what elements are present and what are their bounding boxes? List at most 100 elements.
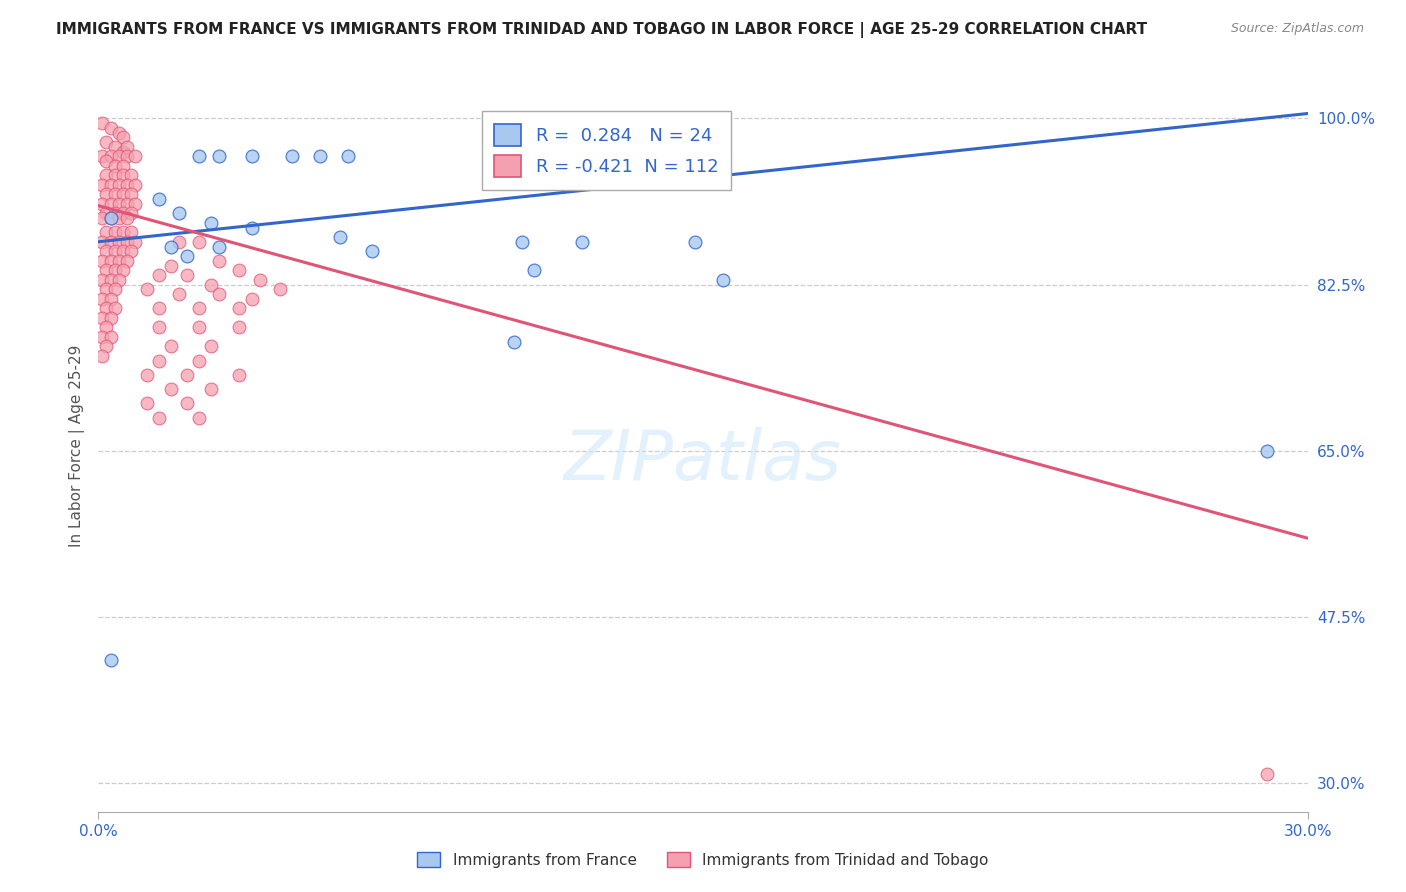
- Point: [103, 206, 125, 220]
- Point: [502, 334, 524, 349]
- Point: [249, 273, 271, 287]
- Point: [91, 349, 114, 363]
- Point: [683, 235, 706, 249]
- Point: [176, 268, 198, 282]
- Legend: R =  0.284   N = 24, R = -0.421  N = 112: R = 0.284 N = 24, R = -0.421 N = 112: [481, 112, 731, 190]
- Point: [100, 196, 122, 211]
- Point: [176, 396, 198, 410]
- Point: [91, 149, 114, 163]
- Point: [269, 282, 291, 296]
- Point: [200, 339, 222, 353]
- Point: [188, 235, 211, 249]
- Point: [115, 196, 138, 211]
- Point: [96, 282, 118, 296]
- Point: [96, 135, 118, 149]
- Text: ZIPatlas: ZIPatlas: [564, 427, 842, 494]
- Point: [103, 187, 125, 202]
- Y-axis label: In Labor Force | Age 25-29: In Labor Force | Age 25-29: [69, 345, 84, 547]
- Point: [571, 235, 593, 249]
- Point: [188, 149, 211, 163]
- Point: [337, 149, 360, 163]
- Point: [120, 187, 142, 202]
- Point: [107, 273, 129, 287]
- Point: [208, 149, 231, 163]
- Point: [167, 206, 190, 220]
- Point: [167, 235, 190, 249]
- Point: [111, 225, 134, 239]
- Point: [208, 253, 231, 268]
- Point: [96, 187, 118, 202]
- Point: [111, 130, 134, 145]
- Point: [523, 263, 546, 277]
- Point: [240, 292, 263, 306]
- Point: [107, 178, 129, 192]
- Point: [120, 168, 142, 182]
- Point: [167, 287, 190, 301]
- Point: [91, 235, 114, 249]
- Point: [91, 292, 114, 306]
- Point: [228, 263, 250, 277]
- Point: [107, 196, 129, 211]
- Point: [361, 244, 384, 259]
- Point: [100, 292, 122, 306]
- Point: [107, 149, 129, 163]
- Text: IMMIGRANTS FROM FRANCE VS IMMIGRANTS FROM TRINIDAD AND TOBAGO IN LABOR FORCE | A: IMMIGRANTS FROM FRANCE VS IMMIGRANTS FRO…: [56, 22, 1147, 38]
- Text: Source: ZipAtlas.com: Source: ZipAtlas.com: [1230, 22, 1364, 36]
- Point: [91, 253, 114, 268]
- Point: [160, 339, 183, 353]
- Point: [135, 368, 157, 382]
- Point: [135, 282, 157, 296]
- Point: [107, 211, 129, 225]
- Point: [1256, 443, 1278, 458]
- Point: [228, 320, 250, 334]
- Point: [103, 244, 125, 259]
- Point: [96, 339, 118, 353]
- Point: [124, 196, 146, 211]
- Point: [148, 320, 170, 334]
- Point: [96, 225, 118, 239]
- Point: [111, 263, 134, 277]
- Point: [148, 268, 170, 282]
- Point: [148, 192, 170, 206]
- Point: [107, 235, 129, 249]
- Point: [208, 239, 231, 253]
- Point: [100, 253, 122, 268]
- Point: [111, 187, 134, 202]
- Point: [148, 301, 170, 316]
- Point: [111, 244, 134, 259]
- Point: [160, 382, 183, 396]
- Point: [91, 211, 114, 225]
- Point: [100, 235, 122, 249]
- Point: [200, 382, 222, 396]
- Point: [148, 353, 170, 368]
- Point: [91, 178, 114, 192]
- Point: [115, 211, 138, 225]
- Point: [107, 126, 129, 140]
- Point: [160, 259, 183, 273]
- Point: [91, 116, 114, 130]
- Point: [96, 168, 118, 182]
- Point: [188, 301, 211, 316]
- Point: [100, 211, 122, 225]
- Point: [124, 178, 146, 192]
- Point: [91, 196, 114, 211]
- Point: [329, 230, 352, 244]
- Point: [103, 140, 125, 154]
- Point: [240, 220, 263, 235]
- Point: [124, 149, 146, 163]
- Point: [103, 168, 125, 182]
- Point: [711, 273, 734, 287]
- Point: [120, 206, 142, 220]
- Point: [100, 211, 122, 225]
- Point: [160, 239, 183, 253]
- Point: [100, 149, 122, 163]
- Point: [176, 249, 198, 263]
- Point: [115, 178, 138, 192]
- Point: [281, 149, 304, 163]
- Point: [176, 368, 198, 382]
- Point: [91, 330, 114, 344]
- Point: [91, 310, 114, 325]
- Point: [111, 168, 134, 182]
- Point: [103, 225, 125, 239]
- Point: [188, 320, 211, 334]
